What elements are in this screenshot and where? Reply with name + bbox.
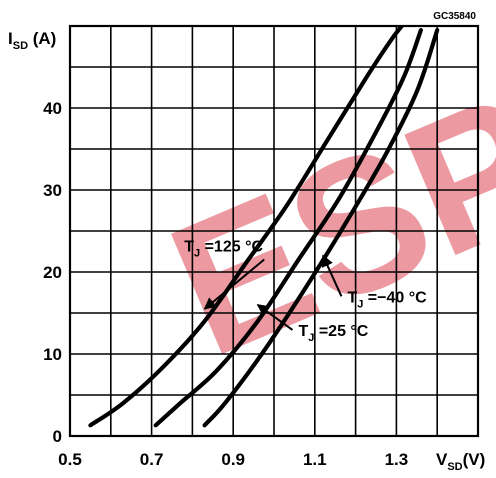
series-line-0 [88, 25, 406, 428]
figure-code: GC35840 [433, 11, 476, 22]
series-label-2: TJ =−40 °C [347, 289, 427, 310]
annotations: TJ =125 °C TJ =25 °C TJ =−40 °C [184, 239, 427, 344]
y-tick-label: 0 [53, 427, 62, 446]
y-tick-label: 10 [43, 345, 62, 364]
series-lines [88, 25, 440, 428]
series-line-1 [153, 28, 423, 428]
plot-frame [68, 24, 480, 438]
x-tick-label: 0.7 [140, 450, 164, 469]
axis-labels: 0.5 0.7 0.9 1.1 1.3 0 10 20 30 40 ISD (A) VSD(V) GC3… [8, 11, 485, 473]
series-label-0: TJ =125 °C [184, 239, 263, 260]
annotation-pointer-1 [256, 303, 294, 331]
y-tick-label: 40 [43, 99, 62, 118]
y-axis-label: ISD (A) [8, 29, 56, 52]
y-tick-label: 20 [43, 263, 62, 282]
x-axis-label: VSD(V) [436, 450, 485, 473]
annotation-pointer-0 [203, 258, 265, 310]
x-tick-label: 1.1 [303, 450, 327, 469]
series-label-1: TJ =25 °C [298, 323, 368, 344]
annotation-pointer-2 [321, 254, 343, 297]
x-tick-label: 1.3 [385, 450, 409, 469]
series-line-2 [202, 28, 440, 428]
y-tick-label: 30 [43, 181, 62, 200]
x-tick-label: 0.9 [221, 450, 245, 469]
x-tick-label: 0.5 [58, 450, 82, 469]
